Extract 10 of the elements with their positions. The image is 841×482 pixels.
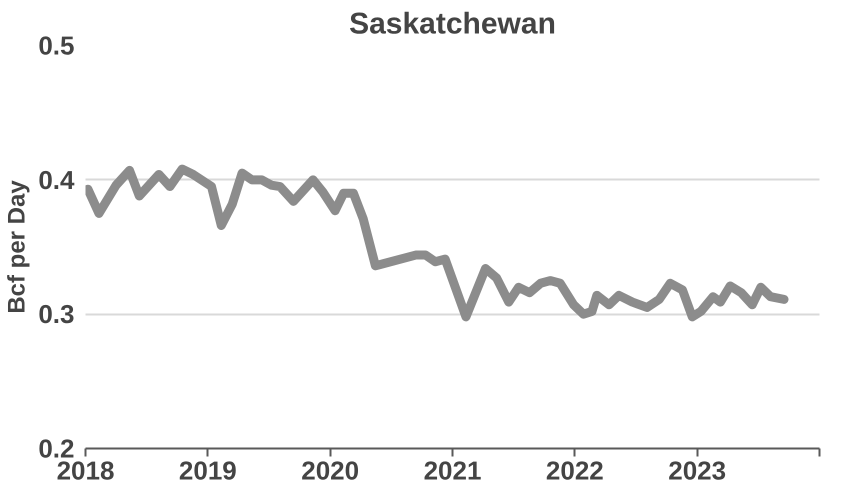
x-tick-label: 2023	[668, 456, 726, 482]
y-tick-label: 0.5	[38, 30, 75, 60]
x-tick-label: 2021	[424, 456, 482, 482]
x-tick-label: 2022	[546, 456, 604, 482]
y-tick-label: 0.4	[38, 164, 76, 195]
x-tick-label: 2019	[178, 456, 237, 482]
chart-title: Saskatchewan	[349, 8, 556, 40]
x-tick-label: 2020	[301, 456, 360, 482]
y-tick-label: 0.3	[38, 299, 75, 330]
y-axis-title: Bcf per Day	[3, 180, 30, 314]
